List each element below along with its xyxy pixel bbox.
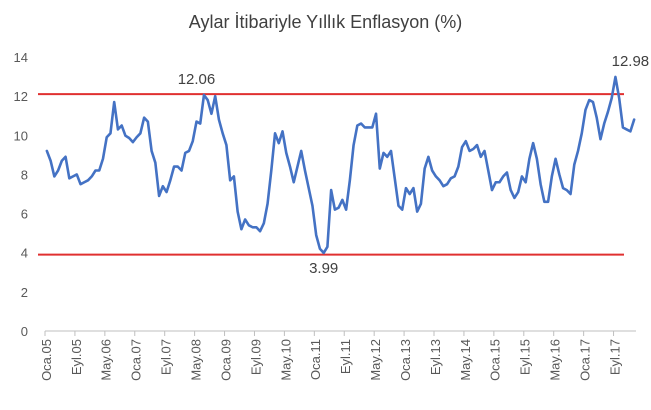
y-tick-label: 14 [14,50,28,65]
x-tick-label: Eyl.07 [159,339,174,375]
x-tick-label: Oca.15 [488,339,503,381]
x-tick-label: May.12 [368,339,383,381]
x-tick-label: Eyl.13 [428,339,443,375]
x-tick-label: May.14 [458,339,473,381]
data-annotation-label: 3.99 [309,260,338,277]
x-tick-label: May.10 [278,339,293,381]
x-tick-label: Oca.11 [308,339,323,380]
y-tick-label: 6 [21,207,28,222]
y-tick-label: 8 [21,167,28,182]
x-tick-label: May.08 [188,339,203,381]
x-tick-label: Eyl.05 [69,339,84,375]
y-tick-label: 4 [21,246,28,261]
x-tick-label: Oca.09 [218,339,233,381]
x-tick-label: Eyl.11 [338,339,353,374]
x-tick-label: Oca.07 [129,339,144,381]
x-tick-label: Eyl.09 [248,339,263,375]
y-tick-label: 12 [14,89,28,104]
x-tick-label: Oca.13 [398,339,413,381]
x-tick-label: Eyl.17 [607,339,622,375]
y-tick-label: 10 [14,128,28,143]
series-line [45,75,636,255]
data-annotation-label: 12.06 [178,71,216,88]
y-tick-label: 2 [21,285,28,300]
x-tick-label: Oca.05 [39,339,54,381]
y-tick-label: 0 [21,324,28,339]
x-tick-label: Oca.17 [578,339,593,381]
data-annotation-label: 12.98 [612,53,650,70]
x-tick-label: May.06 [99,339,114,381]
chart-title: Aylar İtibariyle Yıllık Enflasyon (%) [188,12,463,32]
x-tick-label: Eyl.15 [518,339,533,375]
x-tick-label: May.16 [548,339,563,381]
